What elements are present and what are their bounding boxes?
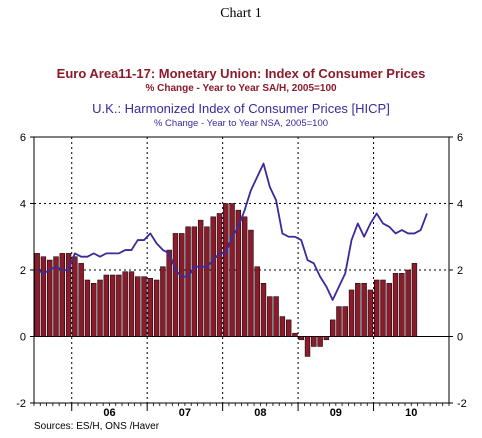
euro-bar	[405, 269, 411, 337]
euro-bar	[160, 266, 166, 337]
euro-bar	[197, 219, 204, 337]
y-tick-label-right: -2	[457, 398, 467, 410]
euro-bar	[273, 296, 279, 337]
x-tick-label: 09	[330, 407, 342, 419]
y-tick-label-left: -2	[16, 398, 26, 410]
y-tick-label-left: 4	[20, 199, 26, 211]
y-tick-label-right: 6	[457, 132, 463, 144]
euro-bar	[380, 279, 386, 337]
euro-bar	[386, 283, 392, 337]
euro-bar	[78, 263, 84, 337]
euro-bar	[109, 274, 116, 337]
euro-bar	[336, 306, 342, 337]
euro-bar	[342, 306, 348, 337]
series2-subtitle: % Change - Year to Year NSA, 2005=100	[153, 118, 329, 129]
euro-bar	[411, 263, 418, 337]
x-tick-label: 10	[405, 407, 417, 419]
euro-bar	[248, 229, 254, 337]
plot-frame	[33, 136, 450, 404]
euro-bar	[323, 336, 330, 341]
euro-bar	[59, 253, 65, 337]
chart-number: Chart 1	[220, 6, 262, 21]
series1-title: Euro Area11-17: Monetary Union: Index of…	[56, 66, 426, 81]
euro-bar	[373, 279, 380, 337]
euro-bar	[279, 316, 286, 337]
euro-bar	[329, 319, 336, 337]
series1-subtitle: % Change - Year to Year SA/H, 2005=100	[145, 83, 337, 94]
euro-bar	[103, 274, 110, 337]
euro-bar	[317, 336, 323, 347]
euro-bar	[399, 273, 405, 337]
euro-bar	[229, 203, 235, 337]
euro-bar	[223, 203, 229, 337]
euro-bar	[235, 209, 242, 337]
euro-bar	[311, 336, 317, 347]
euro-bar	[260, 283, 267, 337]
euro-bar	[179, 233, 185, 337]
euro-bar	[116, 274, 122, 337]
euro-bar	[216, 213, 223, 337]
y-tick-label-left: 6	[20, 132, 26, 144]
euro-bar	[135, 276, 141, 337]
euro-bar	[392, 273, 399, 337]
euro-bar	[191, 226, 198, 337]
euro-bar	[84, 279, 91, 337]
euro-bar	[166, 249, 172, 337]
euro-bar	[298, 336, 304, 341]
euro-bar	[367, 289, 374, 337]
euro-bar	[141, 276, 147, 337]
euro-bar	[241, 216, 248, 337]
euro-bar	[72, 256, 78, 337]
y-tick-label-right: 4	[457, 199, 463, 211]
euro-bar	[285, 319, 292, 337]
euro-bar	[254, 266, 260, 337]
euro-bar	[53, 256, 59, 337]
y-tick-label-right: 0	[457, 332, 463, 344]
euro-bar	[47, 259, 53, 337]
euro-bar	[204, 226, 210, 337]
euro-bar	[348, 289, 355, 337]
euro-bar	[292, 332, 298, 337]
x-tick-label: 07	[179, 407, 191, 419]
x-tick-label: 06	[103, 407, 115, 419]
euro-bar	[147, 278, 154, 337]
euro-bar	[304, 336, 311, 357]
y-tick-label-right: 2	[457, 265, 463, 277]
y-tick-label-left: 0	[20, 332, 26, 344]
sources-note: Sources: ES/H, ONS /Haver	[34, 421, 160, 432]
series2-title: U.K.: Harmonized Index of Consumer Price…	[92, 101, 390, 116]
euro-bar	[153, 279, 160, 337]
euro-bar	[361, 283, 367, 337]
x-tick-label: 08	[254, 407, 266, 419]
euro-bar	[65, 253, 72, 337]
euro-bar	[210, 216, 216, 337]
euro-bar	[172, 233, 179, 337]
y-tick-label-left: 2	[20, 265, 26, 277]
euro-bar	[267, 296, 273, 337]
uk-line	[36, 162, 428, 301]
euro-bar	[185, 226, 191, 337]
euro-bar	[97, 279, 103, 337]
euro-bar	[91, 283, 97, 337]
euro-bar	[40, 256, 47, 337]
euro-bar	[128, 271, 135, 337]
euro-bar	[355, 283, 361, 337]
euro-bar	[122, 271, 128, 337]
euro-bar	[34, 253, 40, 337]
